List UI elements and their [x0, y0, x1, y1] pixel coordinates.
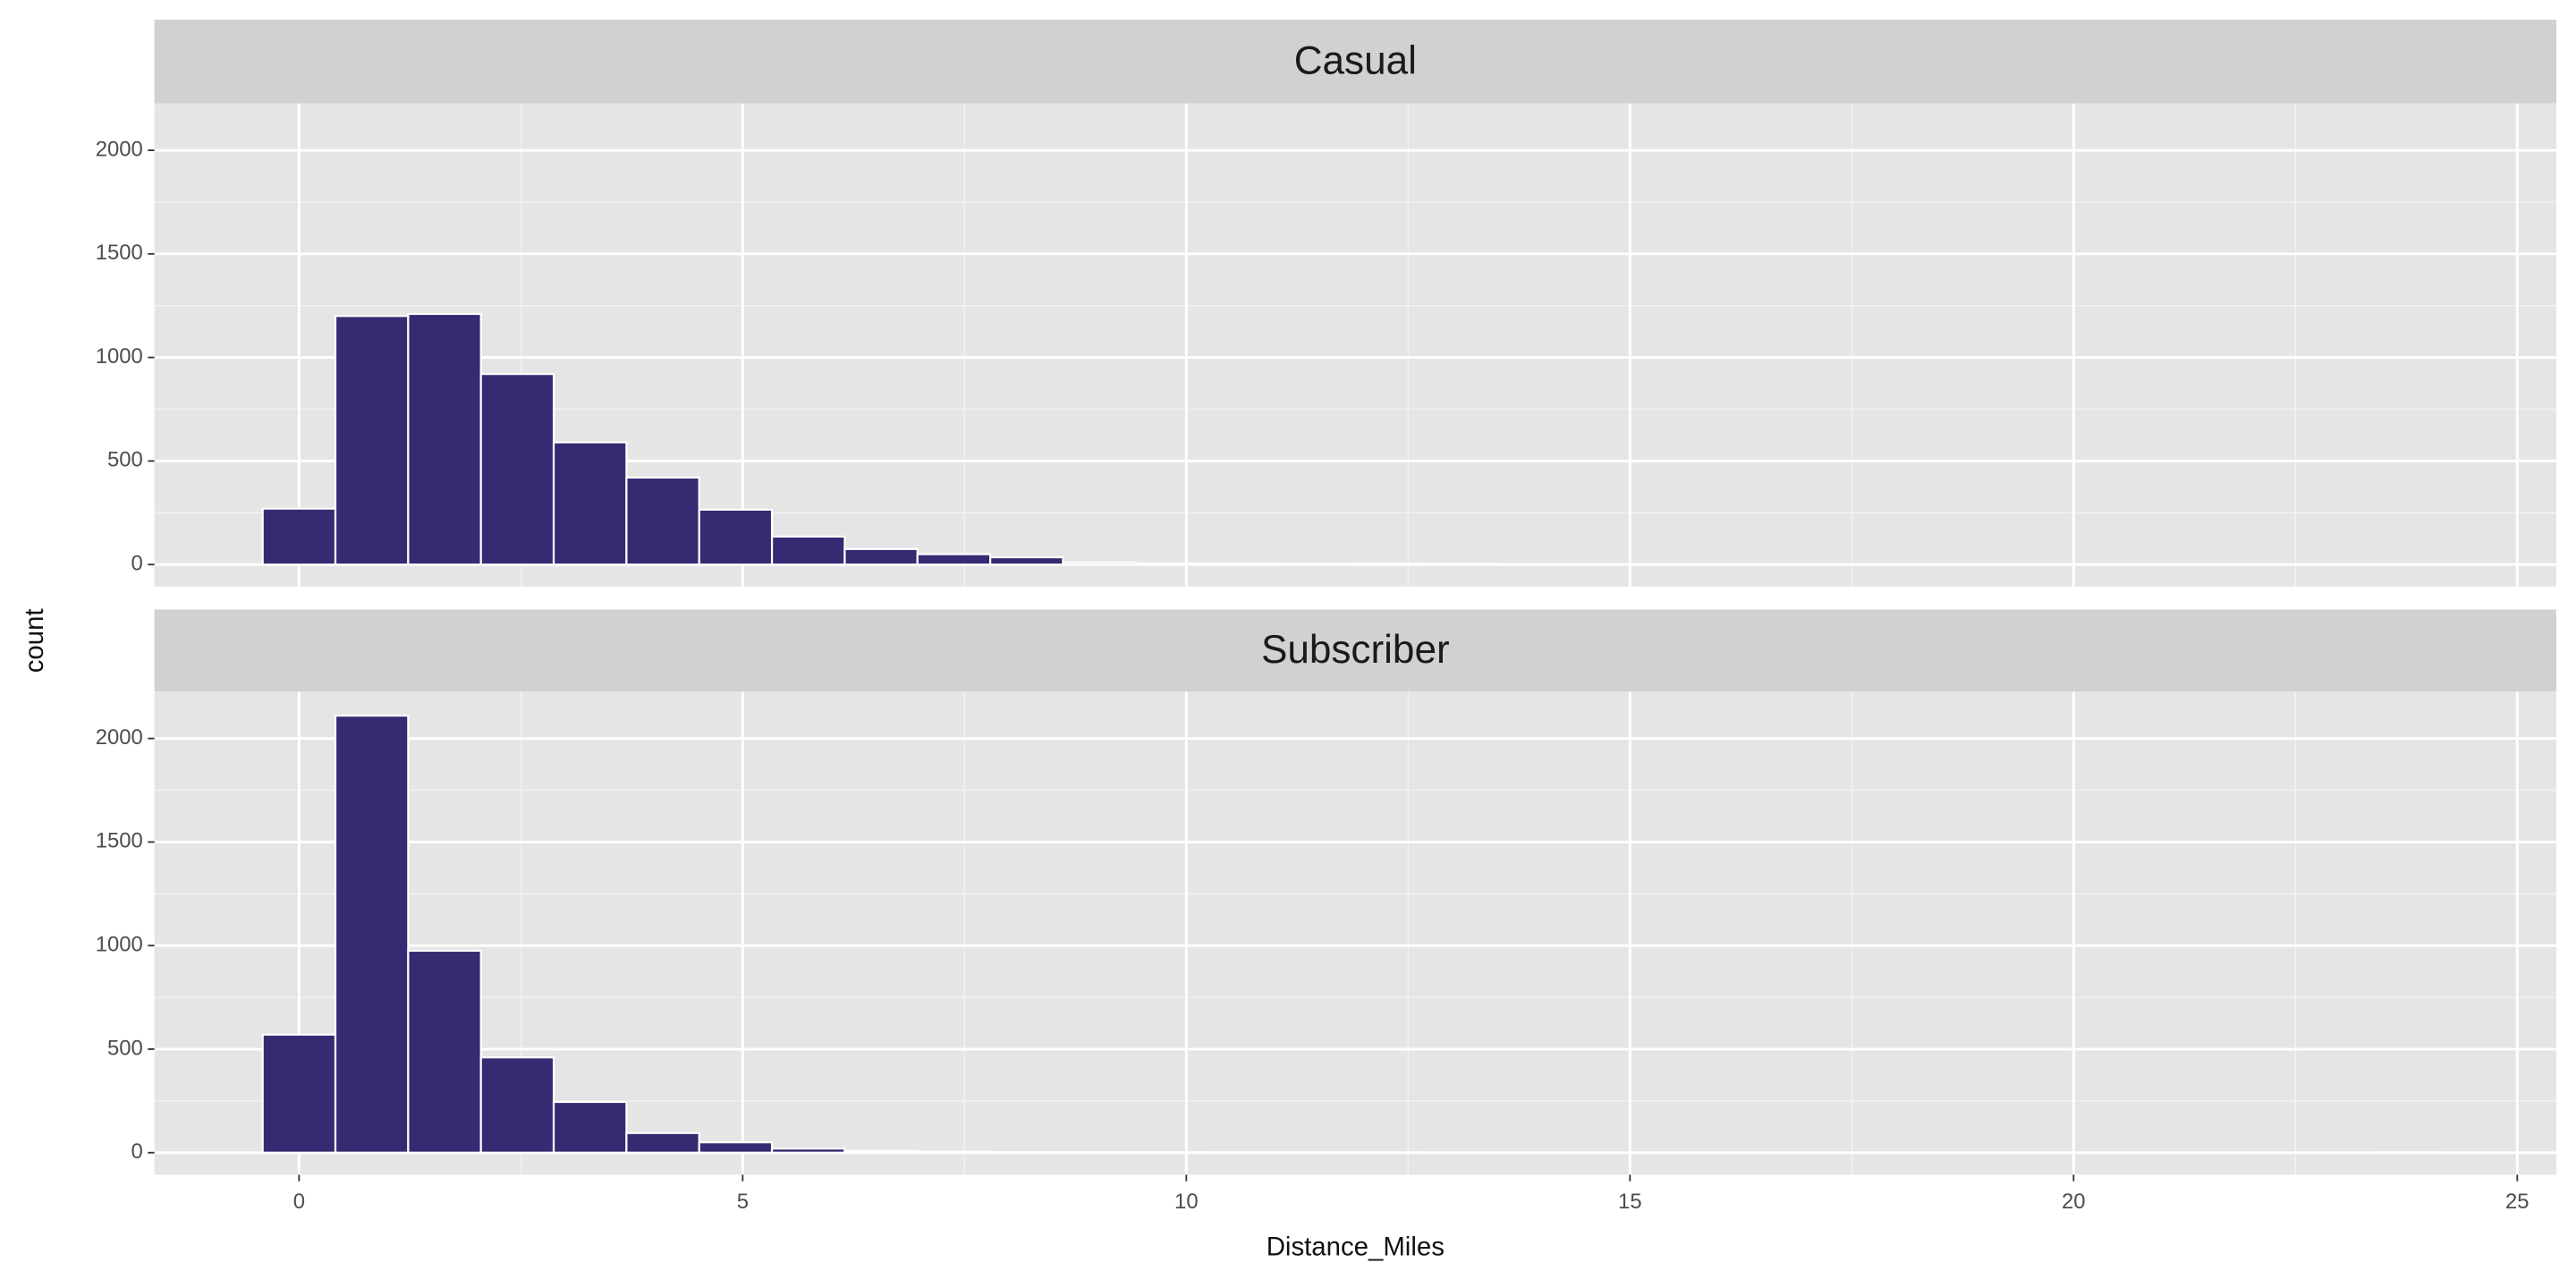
y-tick-label: 0 [131, 1140, 143, 1164]
facet-title: Casual [1294, 38, 1417, 82]
bar [625, 1131, 700, 1154]
bar [916, 1150, 992, 1154]
bar [407, 312, 482, 566]
bar [261, 507, 337, 566]
strip-background [154, 20, 2556, 104]
bar [843, 1149, 919, 1154]
bar [552, 1100, 628, 1154]
bar [479, 1056, 555, 1154]
bar [989, 1150, 1064, 1154]
y-tick-label: 1500 [96, 241, 143, 265]
x-tick-label: 15 [1618, 1190, 1642, 1214]
bar [334, 715, 410, 1154]
bar [334, 315, 410, 566]
y-tick-label: 2000 [96, 137, 143, 161]
bar [407, 949, 482, 1154]
x-tick-label: 10 [1174, 1190, 1199, 1214]
bar [989, 555, 1064, 566]
y-tick-label: 500 [107, 1036, 143, 1060]
bar [916, 553, 992, 566]
bar [698, 508, 774, 566]
bar [625, 476, 700, 566]
x-tick-label: 20 [2062, 1190, 2086, 1214]
bar [261, 1033, 337, 1154]
bar [698, 1141, 774, 1154]
facet-title: Subscriber [1261, 628, 1450, 672]
y-tick-label: 500 [107, 448, 143, 472]
y-tick-label: 1500 [96, 829, 143, 853]
y-tick-label: 1000 [96, 932, 143, 956]
bar [770, 1147, 846, 1154]
y-axis-label: count [20, 608, 49, 673]
bar [479, 373, 555, 566]
strip-background [154, 609, 2556, 692]
bar [843, 547, 919, 566]
bar [1062, 561, 1137, 566]
x-tick-label: 0 [293, 1190, 305, 1214]
y-tick-label: 2000 [96, 725, 143, 750]
x-tick-label: 5 [737, 1190, 749, 1214]
x-tick-label: 25 [2505, 1190, 2529, 1214]
y-tick-label: 1000 [96, 344, 143, 369]
x-axis-label: Distance_Miles [1267, 1233, 1445, 1262]
panel-background [154, 691, 2556, 1175]
bar [552, 441, 628, 566]
bar [770, 535, 846, 566]
y-tick-label: 0 [131, 551, 143, 575]
